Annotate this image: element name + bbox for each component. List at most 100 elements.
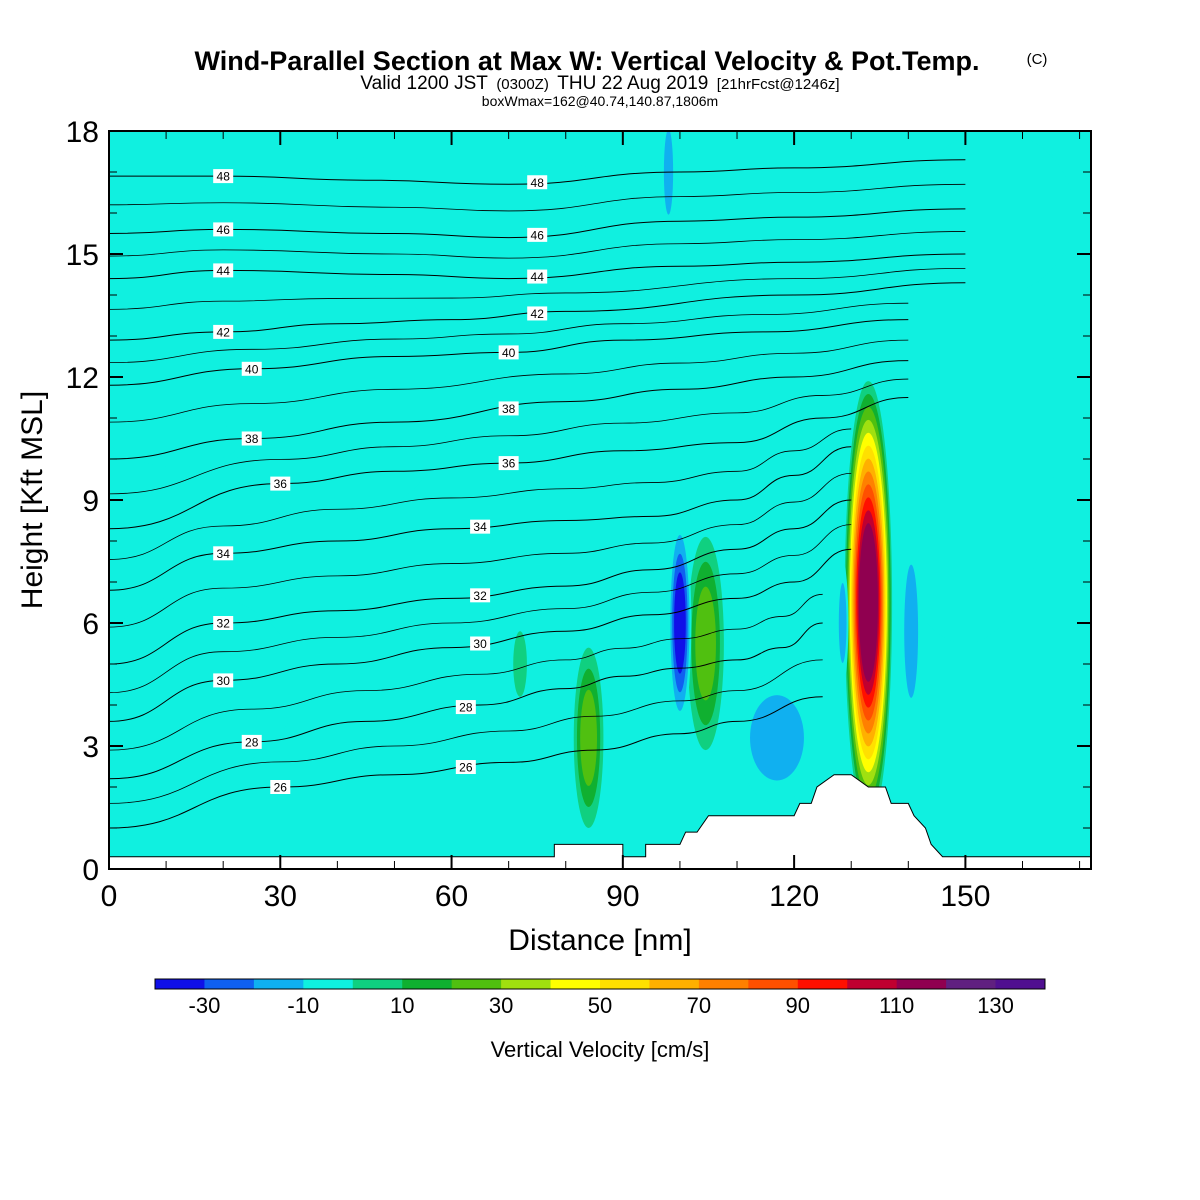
theta-label-text: 40 [502, 346, 516, 360]
y-tick-label: 0 [82, 854, 99, 887]
colorbar-tick-label: 10 [390, 993, 414, 1018]
downdraft-band [904, 565, 918, 698]
theta-label-text: 42 [531, 307, 545, 321]
theta-label-text: 48 [531, 176, 545, 190]
theta-contour-label: 46 [527, 228, 547, 243]
theta-contour-label: 38 [499, 401, 519, 416]
theta-label-text: 32 [473, 589, 487, 603]
theta-contour-label: 44 [527, 270, 547, 285]
subtitle-utc: (0300Z) [496, 76, 549, 93]
y-tick-label: 9 [82, 485, 99, 518]
colorbar-tick-label: 90 [786, 993, 810, 1018]
theta-label-text: 36 [502, 457, 516, 471]
downdraft-band [839, 583, 847, 663]
theta-contour-label: 34 [213, 546, 233, 561]
weak-downdraft-patch [223, 275, 451, 521]
x-tick-label: 30 [264, 880, 297, 913]
theta-contour-label: 46 [213, 222, 233, 237]
colorbar-tick-label: 70 [687, 993, 711, 1018]
theta-label-text: 38 [245, 432, 259, 446]
x-axis-label: Distance [nm] [508, 924, 691, 957]
y-tick-label: 3 [82, 731, 99, 764]
theta-label-text: 46 [531, 228, 545, 242]
theta-label-text: 36 [274, 477, 288, 491]
downdraft-band [750, 695, 804, 780]
theta-contour-label: 30 [470, 637, 490, 652]
theta-label-text: 34 [217, 547, 231, 561]
colorbar: -30 -10 10 30 50 70 90 110 130 [155, 979, 1046, 1018]
colorbar-swatch [204, 979, 254, 989]
theta-contour-label: 32 [470, 588, 490, 603]
updraft-band [859, 523, 878, 682]
colorbar-swatch [600, 979, 650, 989]
theta-label-text: 34 [473, 520, 487, 534]
theta-contour-label: 34 [470, 520, 490, 535]
theta-contour-label: 36 [499, 456, 519, 471]
colorbar-tick-label: 30 [489, 993, 513, 1018]
colorbar-tick-label: -10 [287, 993, 319, 1018]
theta-label-text: 42 [217, 325, 231, 339]
theta-contour-label: 48 [213, 169, 233, 184]
updraft-band [513, 631, 527, 697]
colorbar-swatch [946, 979, 996, 989]
updraft-band [580, 690, 597, 786]
colorbar-tick-label: 130 [977, 993, 1014, 1018]
theta-contour-label: 48 [527, 175, 547, 190]
theta-label-text: 40 [245, 362, 259, 376]
theta-contour-label: 32 [213, 616, 233, 631]
theta-label-text: 30 [217, 674, 231, 688]
theta-contour-label: 26 [270, 780, 290, 795]
x-tick-label: 150 [940, 880, 990, 913]
x-tick-label: 90 [606, 880, 639, 913]
updraft-band [695, 587, 716, 701]
colorbar-swatch [798, 979, 848, 989]
y-tick-label: 15 [66, 239, 99, 272]
y-tick-label: 18 [66, 116, 99, 149]
theta-label-text: 26 [459, 761, 473, 775]
y-tick-label: 6 [82, 608, 99, 641]
theta-label-text: 44 [531, 270, 545, 284]
colorbar-tick-label: -30 [189, 993, 221, 1018]
downdraft-band [674, 572, 686, 673]
theta-contour-label: 28 [242, 735, 262, 750]
theta-label-text: 26 [274, 781, 288, 795]
colorbar-swatch [748, 979, 798, 989]
x-tick-label: 120 [769, 880, 819, 913]
colorbar-tick-label: 50 [588, 993, 612, 1018]
theta-label-text: 46 [217, 223, 231, 237]
theta-contour-label: 42 [527, 306, 547, 321]
y-tick-label: 12 [66, 362, 99, 395]
theta-contour-label: 28 [456, 700, 476, 715]
title-mark: (C) [1027, 51, 1048, 68]
theta-contour-label: 38 [242, 432, 262, 447]
colorbar-tick-label: 110 [879, 993, 914, 1018]
theta-label-text: 44 [217, 264, 231, 278]
theta-contour-label: 40 [499, 345, 519, 360]
colorbar-swatch [155, 979, 205, 989]
colorbar-swatch [501, 979, 551, 989]
theta-label-text: 30 [473, 637, 487, 651]
theta-label-text: 48 [217, 170, 231, 184]
subtitle-fcst: [21hrFcst@1246z] [717, 76, 840, 93]
colorbar-swatch [551, 979, 601, 989]
subtitle-date: THU 22 Aug 2019 [557, 73, 708, 94]
weak-downdraft-patch [235, 152, 669, 291]
x-tick-label: 60 [435, 880, 468, 913]
x-tick-label: 0 [101, 880, 118, 913]
weak-downdraft-patch [914, 131, 1074, 295]
box-info: boxWmax=162@40.74,140.87,1806m [482, 93, 718, 109]
subtitle-valid: Valid 1200 JST [360, 73, 488, 94]
theta-contour-label: 36 [270, 477, 290, 492]
colorbar-label: Vertical Velocity [cm/s] [491, 1037, 710, 1062]
colorbar-swatch [402, 979, 452, 989]
theta-label-text: 28 [459, 701, 473, 715]
theta-label-text: 28 [245, 735, 259, 749]
colorbar-swatch [996, 979, 1046, 989]
theta-contour-label: 26 [456, 760, 476, 775]
theta-label-text: 32 [217, 617, 231, 631]
chart-title: Wind-Parallel Section at Max W: Vertical… [195, 46, 980, 76]
colorbar-swatch [452, 979, 502, 989]
colorbar-swatch [353, 979, 403, 989]
colorbar-swatch [649, 979, 699, 989]
